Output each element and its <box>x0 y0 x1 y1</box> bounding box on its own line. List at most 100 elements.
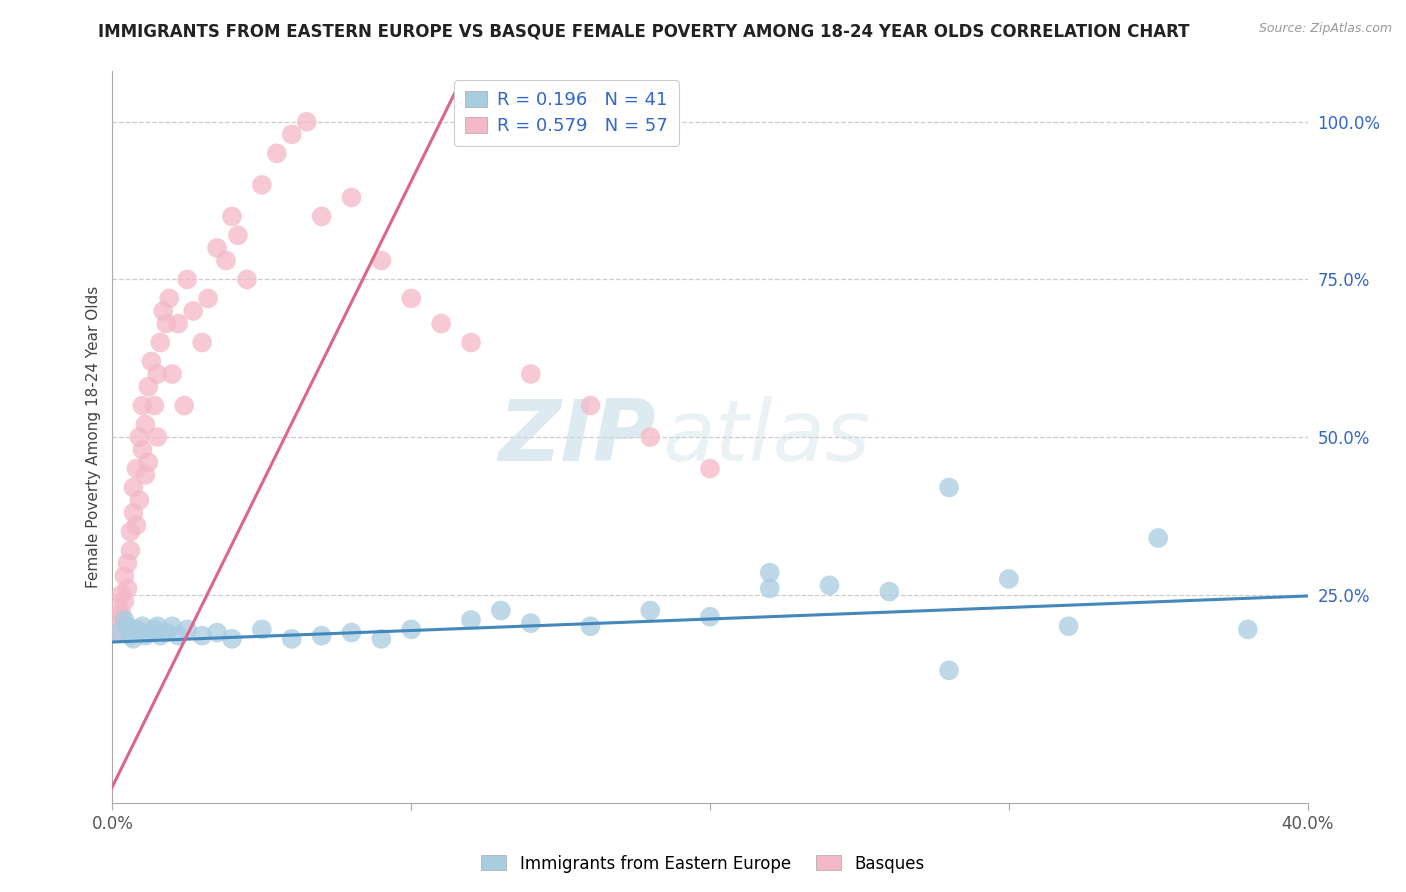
Point <box>176 623 198 637</box>
Point <box>122 506 145 520</box>
Point <box>128 430 150 444</box>
Point <box>143 399 166 413</box>
Point <box>205 241 228 255</box>
Point <box>879 584 901 599</box>
Point <box>146 619 169 633</box>
Point <box>141 354 163 368</box>
Point <box>281 128 304 142</box>
Point <box>221 632 243 646</box>
Point <box>155 317 177 331</box>
Point <box>122 481 145 495</box>
Y-axis label: Female Poverty Among 18-24 Year Olds: Female Poverty Among 18-24 Year Olds <box>86 286 101 588</box>
Point <box>122 632 145 646</box>
Point <box>520 616 543 631</box>
Point <box>998 572 1021 586</box>
Text: Source: ZipAtlas.com: Source: ZipAtlas.com <box>1258 22 1392 36</box>
Point <box>107 613 129 627</box>
Point <box>311 629 333 643</box>
Point <box>107 600 129 615</box>
Point <box>579 619 602 633</box>
Text: ZIP: ZIP <box>499 395 657 479</box>
Point <box>181 304 204 318</box>
Point <box>699 609 721 624</box>
Point <box>489 603 512 617</box>
Point <box>138 625 160 640</box>
Point <box>155 625 177 640</box>
Point <box>110 607 132 621</box>
Point <box>117 582 139 596</box>
Point <box>430 317 453 331</box>
Point <box>149 629 172 643</box>
Point <box>117 556 139 570</box>
Point <box>281 632 304 646</box>
Point <box>104 625 127 640</box>
Point <box>579 399 602 413</box>
Point <box>401 291 423 305</box>
Point <box>173 399 195 413</box>
Point <box>120 629 142 643</box>
Point <box>134 467 156 482</box>
Point <box>460 613 482 627</box>
Point <box>125 461 148 475</box>
Point <box>167 629 190 643</box>
Point <box>110 588 132 602</box>
Point <box>157 291 180 305</box>
Point <box>1237 623 1260 637</box>
Point <box>520 367 543 381</box>
Point <box>250 178 273 192</box>
Point <box>191 629 214 643</box>
Point <box>143 623 166 637</box>
Point <box>460 335 482 350</box>
Point <box>146 430 169 444</box>
Point <box>107 625 129 640</box>
Point <box>295 115 318 129</box>
Point <box>120 543 142 558</box>
Point <box>138 455 160 469</box>
Point <box>176 272 198 286</box>
Point <box>117 619 139 633</box>
Point <box>401 623 423 637</box>
Point <box>818 578 841 592</box>
Point <box>146 367 169 381</box>
Point <box>759 566 782 580</box>
Point <box>125 623 148 637</box>
Point <box>131 619 153 633</box>
Point <box>221 210 243 224</box>
Point <box>250 623 273 637</box>
Point <box>938 664 960 678</box>
Point <box>162 619 183 633</box>
Point <box>759 582 782 596</box>
Point <box>640 603 662 617</box>
Point <box>120 524 142 539</box>
Point <box>236 272 259 286</box>
Point <box>134 417 156 432</box>
Point <box>149 335 172 350</box>
Point <box>1057 619 1080 633</box>
Point <box>138 379 160 393</box>
Point <box>152 304 174 318</box>
Point <box>205 625 228 640</box>
Legend: Immigrants from Eastern Europe, Basques: Immigrants from Eastern Europe, Basques <box>475 848 931 880</box>
Text: IMMIGRANTS FROM EASTERN EUROPE VS BASQUE FEMALE POVERTY AMONG 18-24 YEAR OLDS CO: IMMIGRANTS FROM EASTERN EUROPE VS BASQUE… <box>98 22 1189 40</box>
Point <box>191 335 214 350</box>
Point <box>215 253 238 268</box>
Point <box>125 518 148 533</box>
Point <box>938 481 960 495</box>
Point <box>114 569 135 583</box>
Point <box>340 190 363 204</box>
Point <box>167 317 190 331</box>
Point <box>128 493 150 508</box>
Legend: R = 0.196   N = 41, R = 0.579   N = 57: R = 0.196 N = 41, R = 0.579 N = 57 <box>454 80 679 145</box>
Point <box>340 625 363 640</box>
Point <box>699 461 721 475</box>
Point <box>197 291 219 305</box>
Point <box>370 632 392 646</box>
Point <box>311 210 333 224</box>
Point <box>114 594 135 608</box>
Point <box>162 367 183 381</box>
Point <box>131 399 153 413</box>
Point <box>640 430 662 444</box>
Text: atlas: atlas <box>662 395 870 479</box>
Point <box>1147 531 1170 545</box>
Point <box>226 228 249 243</box>
